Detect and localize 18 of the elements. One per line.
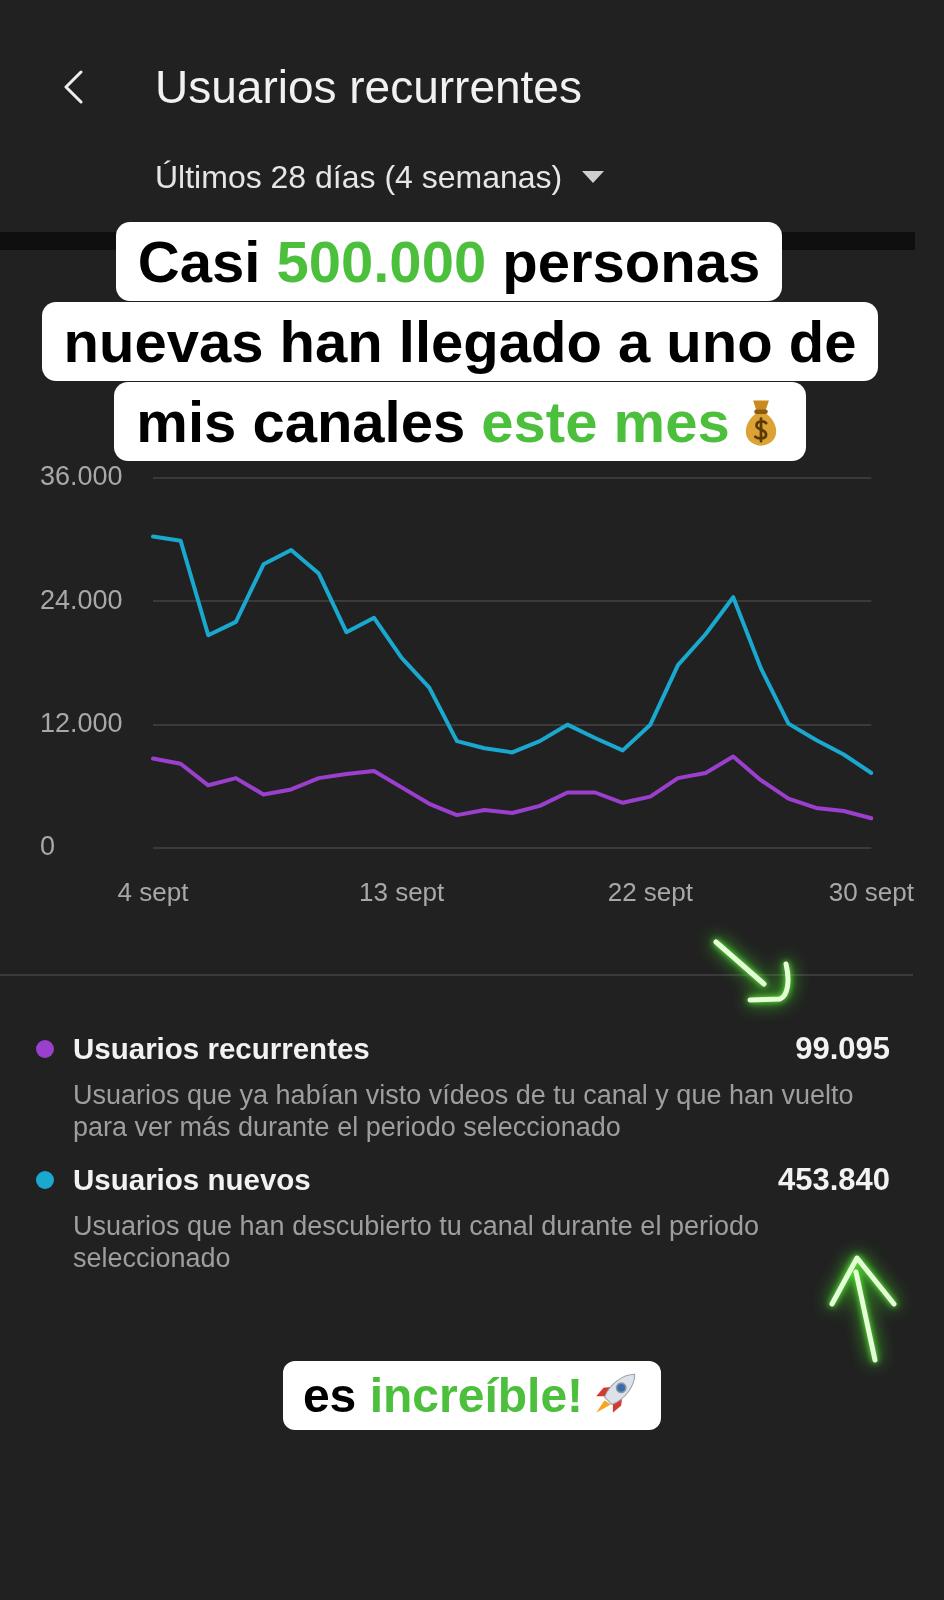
text: 99.095 — [795, 1030, 890, 1068]
text: Usuarios que ya habían visto vídeos de tu canal y que han vuelto para ver más durante el periodo seleccionado — [73, 1079, 855, 1143]
chart-subtitle: Últimos 28 días (4 semanas) — [155, 158, 563, 197]
x-tick-label: 22 sept — [607, 876, 694, 907]
text: es increíble! — [282, 1361, 662, 1430]
legend-label: Usuarios nuevos — [73, 1162, 311, 1198]
x-tick-label: 13 sept — [359, 876, 446, 907]
y-tick-label: 24.000 — [40, 584, 123, 615]
y-tick-label: 12.000 — [40, 708, 123, 739]
y-tick-label: 36.000 — [40, 461, 123, 492]
y-tick-label: 0 — [40, 831, 56, 862]
text: 453.840 — [777, 1161, 890, 1199]
x-tick-label: 4 sept — [117, 876, 190, 907]
text: Casi 500.000 personas nuevas han llegado a uno de mis canales este mes — [63, 229, 857, 454]
x-tick-label: 30 sept — [828, 876, 915, 907]
text: Usuarios que han descubierto tu canal durante el periodo seleccionado — [73, 1210, 760, 1274]
chart-title: Usuarios recurrentes — [155, 60, 582, 115]
legend-label: Usuarios recurrentes — [73, 1031, 370, 1067]
